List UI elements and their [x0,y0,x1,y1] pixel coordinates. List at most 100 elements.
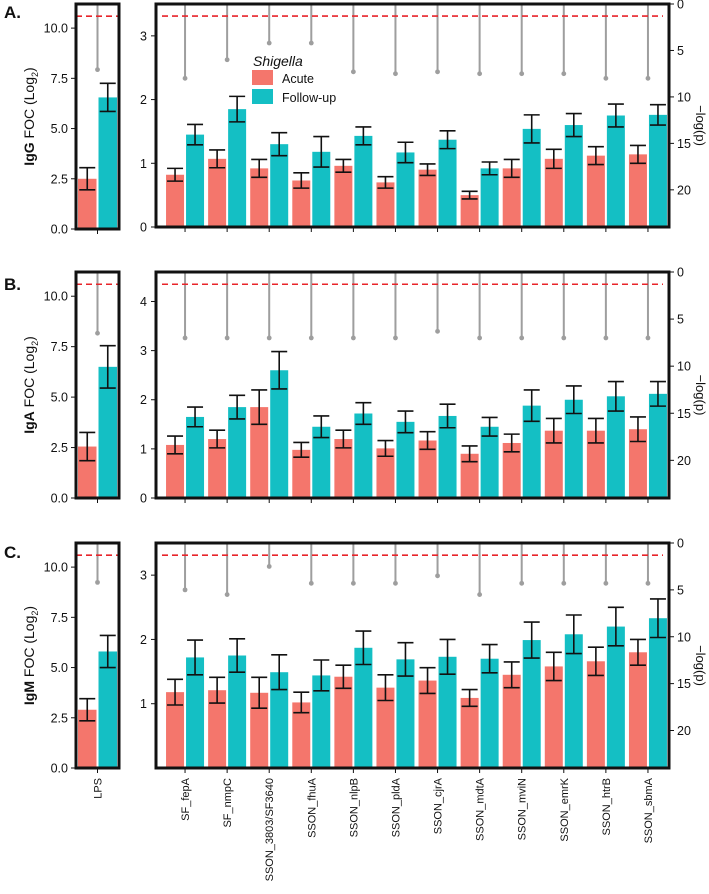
category-label: SSON_pldA [390,777,402,837]
panel-3-label: C. [4,543,21,562]
panel-2-followup-bar [438,415,457,498]
panel-2-acute-bar [586,430,605,498]
panel-2-pvalue-dot [308,335,314,341]
category-label: SSON_mviN [517,778,529,840]
panel-3-right-tick-label: 15 [677,677,691,691]
panel-1-ylabel-close: ) [21,67,37,72]
panel-3-lps-followup-bar [98,651,117,768]
panel-3-pvalue-dot [435,573,440,579]
panel-2-acute-bar [628,429,647,498]
panel-3-acute-bar [250,692,269,768]
panel-2-followup-bar [522,405,541,498]
panel-1-pvalue-dot [393,71,398,77]
panel-2-right-axis-label: −log(p) [693,375,708,416]
panel-2-acute-bar [208,439,227,498]
panel-2-acute-bar [418,440,437,498]
panel-1-acute-bar [460,195,479,227]
panel-3-acute-bar [544,666,563,768]
panel-1-followup-bar [522,128,541,227]
panel-2-lps-ytick-label: 2.5 [51,441,68,455]
panel-3-right-tick-label: 10 [677,630,691,644]
panel-2-acute-bar [460,453,479,498]
panel-2-pvalue-dot [350,335,356,341]
panel-2-acute-bar [376,448,395,498]
panel-3-pvalue-dot [224,592,230,597]
panel-3-lps-ytick-label: 10.0 [44,561,68,575]
panel-1-pvalue-dot [350,69,356,75]
category-label: SSON_sbmA [643,777,655,843]
panel-1-followup-bar [480,168,499,227]
panel-1-lps-acute-bar [78,178,97,229]
panel-1-acute-bar [376,182,395,227]
panel-1-acute-bar [250,168,269,227]
panel-1-followup-bar [186,134,205,227]
panel-1-lps-pvalue-dot [95,67,100,73]
panel-1-lps-ytick-label: 0.0 [51,223,68,237]
panel-1-pvalue-dot [266,40,272,46]
panel-1-pvalue-dot [435,69,440,75]
panel-1-main-ytick-label: 0 [140,221,147,235]
panel-2-followup-bar [606,396,625,498]
panel-1-followup-bar [606,115,625,227]
panel-1-right-axis-label: −log(p) [693,105,708,146]
panel-2-main-frame [154,270,671,500]
panel-1-pvalue-dot [224,57,230,63]
panel-2-ylabel-close: ) [21,336,37,341]
panel-2-pvalue-dot [561,335,567,341]
panel-1-main-ytick-label: 3 [140,29,147,43]
panel-2-followup-bar [312,426,331,498]
panel-1-followup-bar [228,109,247,227]
panel-3-pvalue-dot [561,580,567,586]
panel-2-main-ytick-label: 0 [140,492,147,506]
panel-3-main-ytick-label: 3 [140,569,147,583]
panel-1-pvalue-dot [561,71,567,77]
panel-3-right-tick-label: 0 [677,537,684,551]
panel-3-right-axis-label: −log(p) [693,645,708,686]
panel-1-acute-bar [586,155,605,227]
panel-3-followup-bar [396,659,415,768]
panel-3-pvalue-dot [266,564,272,569]
panel-3-acute-bar [460,697,479,768]
panel-2-pvalue-dot [182,335,188,341]
panel-3-pvalue-dot [182,587,188,593]
panel-3-main-ytick-label: 2 [140,633,147,647]
panel-3-lps-ytick-label: 5.0 [51,661,68,675]
panel-2-pvalue-dot [224,335,230,341]
panel-1-acute-bar [166,174,185,227]
panel-3-lps-acute-bar [78,709,97,768]
panel-1-antibody: IgG [21,142,37,165]
panel-1-followup-bar [312,151,331,227]
panel-2-followup-bar [396,421,415,498]
panel-2-followup-bar [186,416,205,498]
panel-2-label: B. [4,275,21,294]
panel-3-pvalue-dot [603,580,609,586]
panel-1-followup-bar [270,144,289,227]
panel-1-lps-ytick-label: 2.5 [51,172,68,186]
panel-3-acute-bar [166,692,185,768]
panel-2-right-tick-label: 10 [677,360,691,374]
category-label: SSON_htrB [601,778,613,835]
panel-3-pvalue-dot [477,592,483,597]
panel-3-ylabel-subscript: 2 [30,611,40,616]
panel-3-acute-bar [292,702,311,768]
panel-1-lps-ytick-label: 5.0 [51,122,68,136]
panel-3-pvalue-dot [350,580,356,586]
category-label: SSON_cjrA [433,777,445,834]
panel-2-followup-bar [228,407,247,498]
panel-2-pvalue-dot [435,328,440,334]
panel-1-ylabel: IgG FOC (Log2) [21,67,40,165]
panel-1-label: A. [4,3,21,22]
panel-3-followup-bar [270,672,289,768]
panel-2-pvalue-dot [519,335,525,341]
panel-2-acute-bar [334,439,353,498]
panel-3-followup-bar [564,634,583,768]
panel-3-acute-bar [208,690,227,768]
panel-2-lps-ytick-label: 5.0 [51,391,68,405]
panel-2-antibody: IgA [21,411,37,434]
panel-3-pvalue-dot [519,580,525,586]
panel-2-main-ytick-label: 1 [140,442,147,456]
panel-2-followup-bar [354,413,373,498]
legend-acute-label: Acute [282,72,314,86]
panel-1-acute-bar [418,169,437,227]
